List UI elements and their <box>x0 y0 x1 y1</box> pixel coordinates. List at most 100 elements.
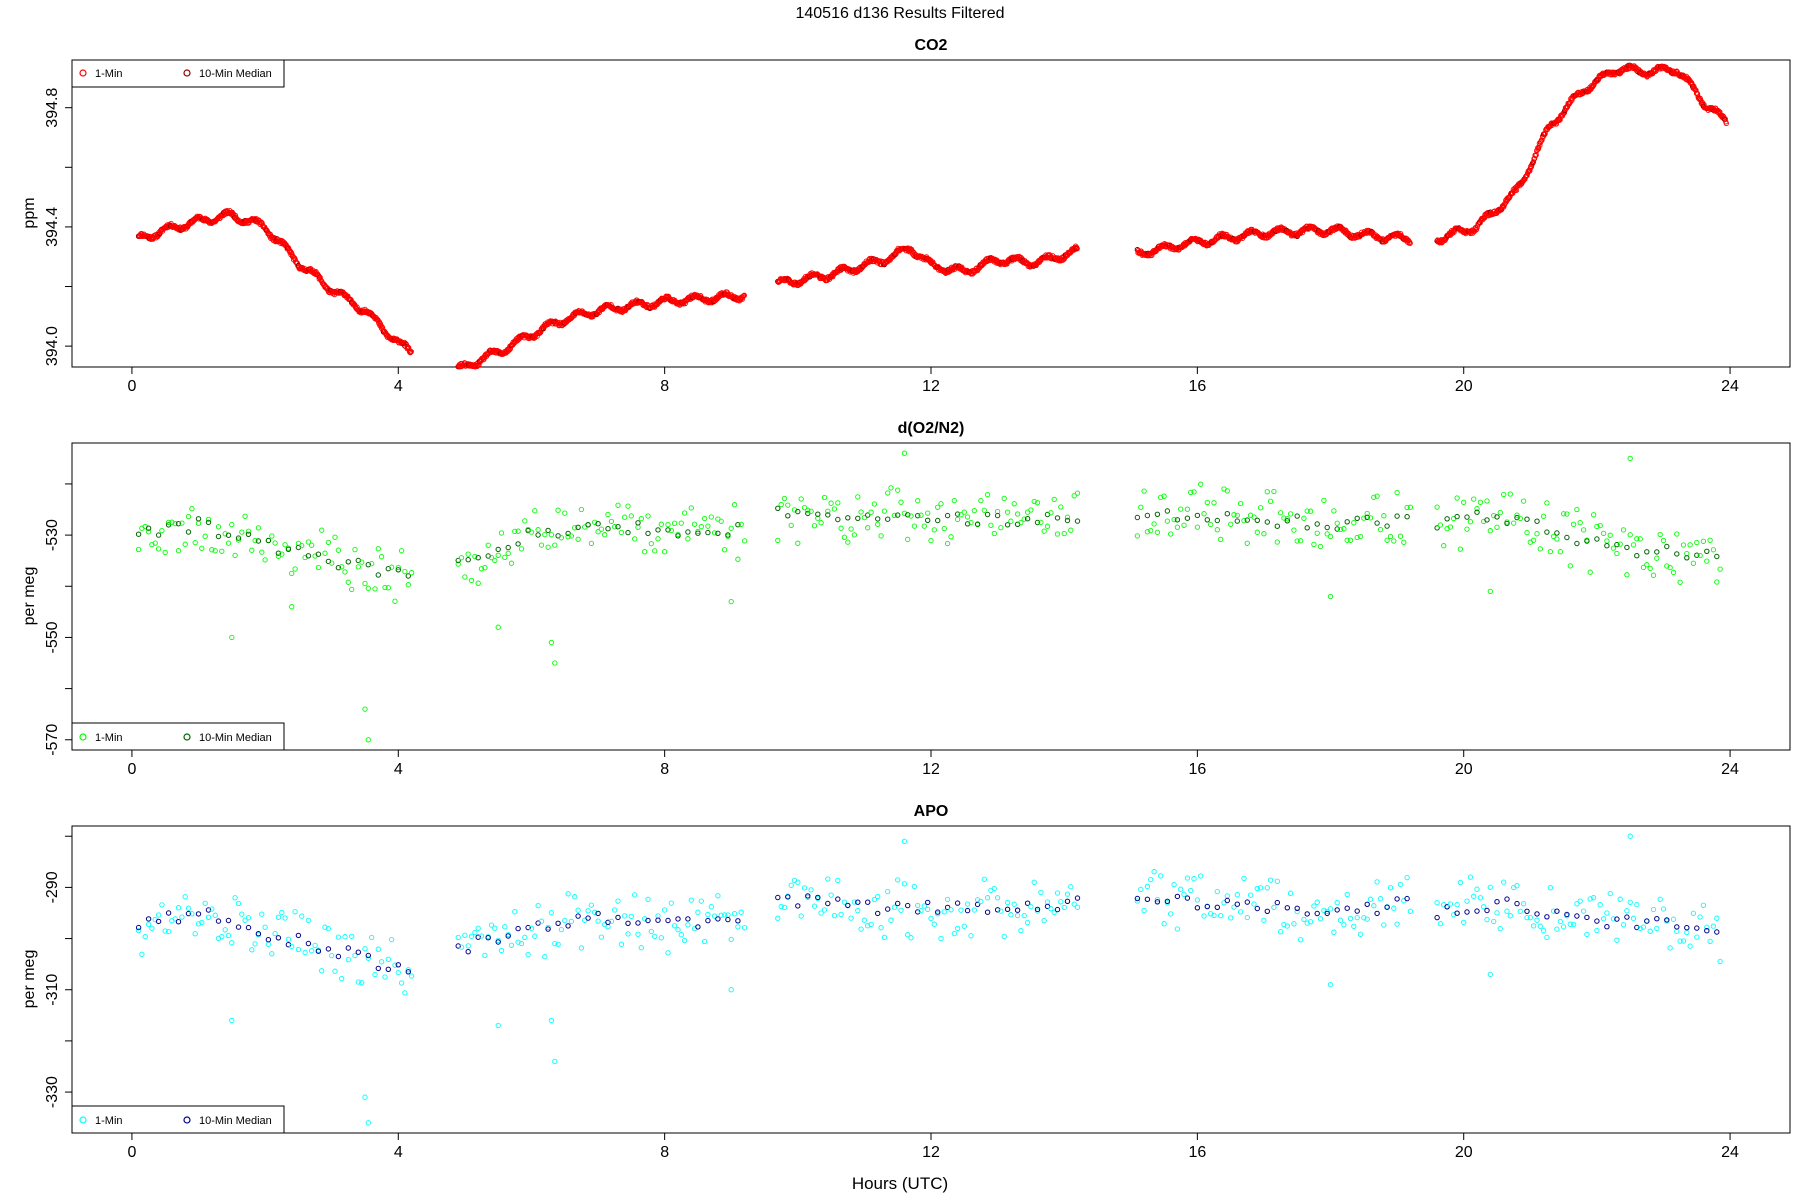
point-1min <box>608 918 615 925</box>
point-1min <box>1540 513 1547 519</box>
point-median <box>375 572 381 578</box>
point-1min <box>169 519 175 525</box>
point-median <box>535 532 541 538</box>
x-tick-label: 12 <box>922 761 940 778</box>
point-1min <box>1211 912 1217 919</box>
point-median <box>315 948 322 954</box>
point-1min <box>245 528 252 534</box>
point-median <box>215 533 222 540</box>
point-median <box>1274 523 1281 529</box>
point-1min <box>572 525 578 531</box>
point-1min <box>1148 876 1154 883</box>
point-1min <box>1148 527 1154 534</box>
data-points <box>135 450 1723 743</box>
point-1min <box>474 363 481 369</box>
point-1min <box>1660 906 1667 912</box>
point-1min <box>289 570 295 577</box>
point-1min <box>1171 881 1177 888</box>
point-1min <box>1467 519 1474 525</box>
point-1min <box>145 529 152 535</box>
point-1min <box>825 508 831 514</box>
point-median <box>1684 925 1690 931</box>
point-median <box>225 917 232 924</box>
point-1min <box>302 949 308 956</box>
point-1min <box>1697 552 1703 559</box>
point-1min <box>1287 511 1294 517</box>
point-median <box>1344 519 1350 525</box>
point-1min <box>1687 542 1693 548</box>
point-1min <box>1198 873 1204 879</box>
point-1min <box>1454 901 1460 908</box>
point-median <box>135 531 142 537</box>
point-1min <box>1624 572 1630 578</box>
point-1min <box>492 925 498 931</box>
point-1min <box>352 952 358 959</box>
point-1min <box>1294 908 1300 915</box>
point-1min <box>1234 512 1240 519</box>
point-1min <box>1277 510 1284 516</box>
point-1min <box>1504 908 1510 914</box>
x-tick-label: 20 <box>1455 378 1473 395</box>
point-1min <box>805 507 811 513</box>
point-median <box>145 525 152 531</box>
point-1min <box>1374 879 1380 885</box>
point-median <box>505 544 511 551</box>
point-1min <box>458 555 465 561</box>
point-1min <box>355 564 361 570</box>
point-1min <box>1557 918 1563 925</box>
point-1min <box>1647 565 1653 572</box>
point-1min <box>259 549 265 555</box>
point-median <box>1644 549 1650 555</box>
point-1min <box>1520 901 1527 907</box>
point-1min <box>698 898 704 904</box>
point-outlier <box>728 987 734 993</box>
point-1min <box>1341 526 1347 532</box>
point-outlier <box>1487 588 1493 595</box>
point-median <box>455 943 461 949</box>
point-1min <box>159 902 165 908</box>
point-1min <box>506 347 513 353</box>
point-1min <box>978 898 984 905</box>
point-1min <box>1477 499 1484 505</box>
point-1min <box>1371 903 1377 909</box>
point-1min <box>911 883 918 890</box>
point-1min <box>1291 527 1297 533</box>
point-1min <box>984 895 991 901</box>
point-1min <box>1714 915 1720 921</box>
point-1min <box>232 552 238 559</box>
point-median <box>974 521 981 527</box>
point-1min <box>605 511 611 518</box>
point-median <box>665 917 671 924</box>
point-1min <box>1547 885 1553 891</box>
point-1min <box>275 914 282 920</box>
point-1min <box>645 513 651 519</box>
point-median <box>585 915 591 921</box>
point-1min <box>372 586 378 592</box>
point-1min <box>1174 524 1181 530</box>
point-1min <box>205 914 212 920</box>
point-1min <box>229 521 235 528</box>
point-1min <box>1587 896 1593 902</box>
point-1min <box>741 293 747 299</box>
point-1min <box>1580 527 1587 533</box>
point-1min <box>1617 541 1623 547</box>
point-1min <box>212 548 218 554</box>
point-median <box>455 557 461 564</box>
point-1min <box>948 907 954 913</box>
point-1min <box>149 925 155 931</box>
point-1min <box>1261 917 1267 923</box>
point-median <box>705 529 711 536</box>
point-1min <box>648 928 654 935</box>
point-1min <box>648 540 654 547</box>
point-median <box>1004 906 1011 912</box>
point-median <box>665 527 671 533</box>
point-median <box>225 532 232 538</box>
point-1min <box>935 504 941 510</box>
point-1min <box>701 515 708 522</box>
point-1min <box>1577 898 1583 904</box>
point-1min <box>255 525 262 531</box>
point-1min <box>1723 120 1729 127</box>
point-1min <box>994 895 1001 901</box>
point-outlier <box>1327 593 1334 600</box>
point-median <box>1374 910 1380 917</box>
